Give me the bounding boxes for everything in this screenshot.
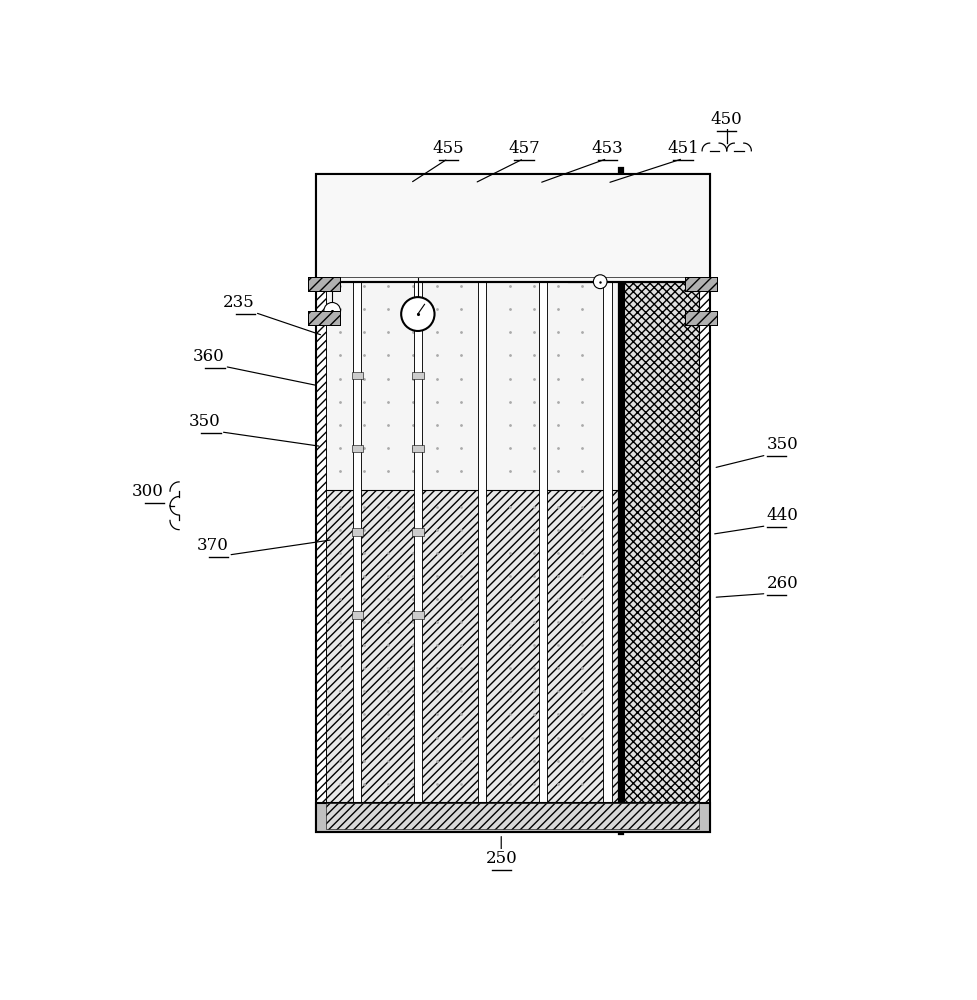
Bar [316,174,709,282]
Text: 455: 455 [432,140,463,157]
Bar [308,311,339,325]
Polygon shape [624,251,699,282]
Bar [477,227,487,252]
Text: 451: 451 [666,140,699,157]
Bar [602,227,612,252]
Bar [325,490,699,803]
Bar [685,311,716,325]
Text: 260: 260 [766,575,797,592]
Bar [699,174,709,832]
Bar [316,174,325,832]
Bar [325,282,699,490]
Bar [685,277,716,291]
Circle shape [593,275,607,289]
Text: 457: 457 [508,140,539,157]
Text: 350: 350 [189,413,221,430]
Bar [538,282,546,803]
Bar [316,803,709,832]
Text: 450: 450 [710,111,742,128]
Bar [411,611,423,619]
Bar [351,372,362,379]
Text: 453: 453 [591,140,622,157]
Bar [308,277,339,291]
Bar [412,227,422,252]
Circle shape [401,297,434,331]
Text: 235: 235 [223,294,255,311]
Bar [411,372,423,379]
Bar [351,445,362,452]
Bar [325,185,699,821]
Bar [537,227,547,252]
Bar [352,227,361,252]
Bar [478,282,486,803]
Bar [353,282,361,803]
Text: 350: 350 [766,436,797,453]
Text: 300: 300 [132,483,164,500]
Bar [325,803,699,829]
Bar [411,528,423,536]
Text: 440: 440 [766,507,797,524]
Circle shape [323,302,340,319]
Bar [316,174,709,832]
Bar [624,282,699,803]
Bar [351,611,362,619]
Text: 250: 250 [485,850,517,867]
Bar [411,445,423,452]
Bar [413,282,422,803]
Bar [351,528,362,536]
Text: 360: 360 [192,348,225,365]
Bar [603,282,611,803]
Text: 370: 370 [196,537,229,554]
